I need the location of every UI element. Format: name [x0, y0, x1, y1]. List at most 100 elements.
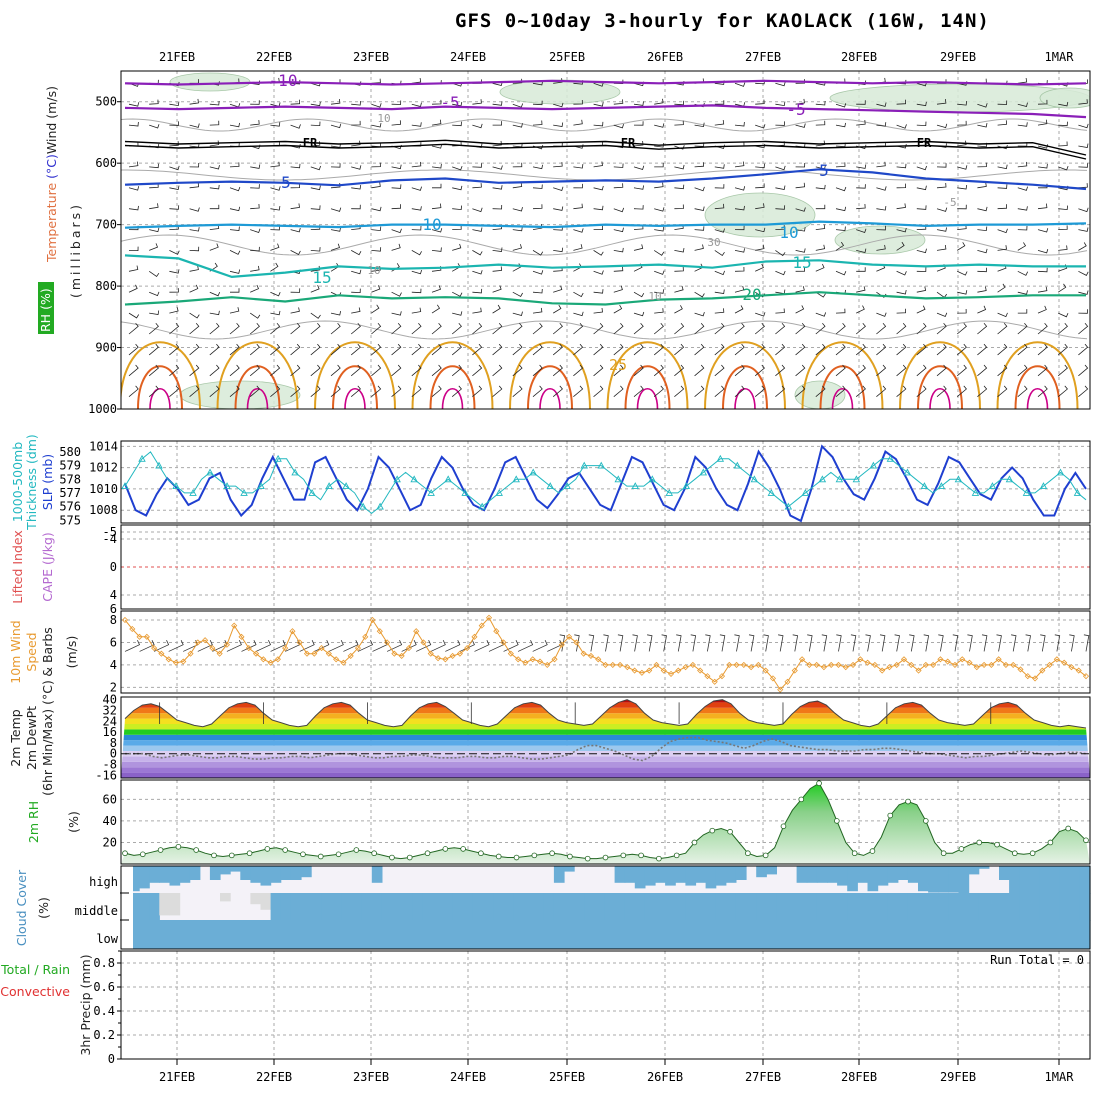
wind-barb: [775, 270, 786, 276]
wind-barb: [754, 364, 765, 377]
wind-speed-marker: [711, 678, 718, 685]
wind-barb: [714, 164, 725, 169]
wind-barb: [997, 204, 1008, 210]
wind-barb-10m: [894, 634, 900, 652]
thickness-marker: [461, 488, 469, 496]
wind-barb: [1037, 286, 1048, 293]
cloud-middle-bar: [816, 893, 828, 921]
warm-isotherm: [734, 388, 756, 409]
wind-barb: [775, 343, 786, 356]
wind-barb: [734, 225, 745, 231]
wind-barb: [1078, 143, 1089, 148]
cloud-high-bar: [1029, 866, 1040, 894]
wind-barb: [795, 227, 806, 232]
wind-barb-10m: [617, 634, 624, 652]
wind-barb: [896, 203, 906, 210]
wind-barb: [977, 364, 988, 377]
wind-barb: [411, 250, 422, 256]
wind-barb: [997, 343, 1008, 356]
wind-barb: [330, 227, 341, 232]
rh-marker: [656, 855, 662, 862]
wind-speed-marker: [260, 656, 267, 663]
thickness-marker: [818, 475, 827, 483]
cloud-high-bar: [816, 866, 828, 883]
cloud-middle-bar: [351, 893, 363, 921]
cloud-high-bar: [220, 866, 231, 875]
wind-barb: [613, 385, 624, 398]
cloud-middle-bar: [624, 893, 636, 921]
wind-barb: [1017, 290, 1028, 295]
wind-barb: [977, 103, 988, 108]
thickness-marker: [631, 482, 640, 490]
wind-barb: [936, 312, 948, 318]
wind-speed-marker: [1075, 667, 1082, 674]
cloud-high-bar: [1049, 866, 1061, 894]
wind-barb: [391, 343, 402, 356]
wind-speed-marker: [1017, 666, 1024, 673]
wind-barb: [189, 265, 199, 272]
wind-barb: [593, 270, 604, 275]
date-label-top: 23FEB: [353, 50, 389, 64]
wind-barb: [1078, 322, 1089, 335]
wind-barb: [391, 228, 402, 234]
wind-barb: [613, 99, 624, 105]
rh-marker: [638, 852, 644, 859]
wind-speed-marker: [609, 661, 616, 668]
wind-barb: [411, 206, 422, 211]
wind-tick-label: 4: [110, 658, 117, 672]
wind-barb: [674, 266, 684, 272]
wind-barb: [835, 270, 847, 276]
date-label-top: 25FEB: [549, 50, 585, 64]
wind-barb: [249, 343, 260, 356]
wind-barb: [451, 385, 462, 398]
wind-speed-marker: [769, 675, 777, 682]
cloud-high-bar: [149, 866, 160, 883]
wind-barb: [431, 304, 441, 314]
wind-barb: [148, 343, 159, 356]
wind-barb: [330, 385, 341, 398]
wind-barb: [229, 269, 241, 274]
cloud-middle-bar: [776, 893, 788, 921]
wind-barb: [856, 203, 866, 210]
wind-barb: [391, 164, 402, 170]
wind-barb: [775, 308, 785, 314]
temp-tick-label: 32: [103, 704, 117, 718]
wind-barb: [270, 364, 281, 377]
wind-barb-10m: [357, 640, 374, 652]
wind-barb: [896, 364, 907, 377]
cloud-high-bar: [857, 866, 868, 883]
rh-marker: [335, 851, 342, 858]
wind-barb: [512, 103, 524, 108]
wind-barb: [613, 285, 623, 293]
wind-barb: [310, 343, 321, 356]
cloud-high-bar: [999, 866, 1010, 880]
wind-barb: [957, 270, 968, 276]
cloud-middle-bar: [999, 893, 1010, 921]
cloud-high-bar: [665, 866, 676, 886]
thickness-marker: [342, 482, 350, 490]
wind-barb-10m: [967, 634, 973, 652]
wind-barb: [856, 305, 865, 314]
wind-speed-marker: [180, 658, 187, 665]
panel-frame-li: [120, 524, 1091, 610]
li-tick-label: -4: [103, 532, 117, 546]
cloud-middle-bar: [715, 893, 727, 921]
date-label-top: 24FEB: [450, 50, 486, 64]
wind-barb: [1058, 225, 1068, 230]
wind-speed-marker: [1082, 673, 1090, 680]
ylabel-part: 1000-500mb: [10, 442, 25, 522]
rh-marker: [371, 850, 377, 857]
wind-barb: [209, 310, 220, 316]
wind-barb: [431, 99, 442, 105]
wind-barb: [371, 304, 380, 314]
wind-barb: [957, 120, 967, 126]
cloud-high-bar: [938, 866, 949, 893]
wind-barb: [290, 227, 301, 233]
wind-barb: [1058, 141, 1068, 147]
wind-barb: [613, 343, 624, 356]
rh-marker: [745, 850, 751, 857]
wind-barb: [128, 161, 139, 168]
wind-barb: [694, 311, 705, 317]
isotherm-label: 10: [377, 112, 390, 125]
temp-band: [121, 745, 1090, 751]
